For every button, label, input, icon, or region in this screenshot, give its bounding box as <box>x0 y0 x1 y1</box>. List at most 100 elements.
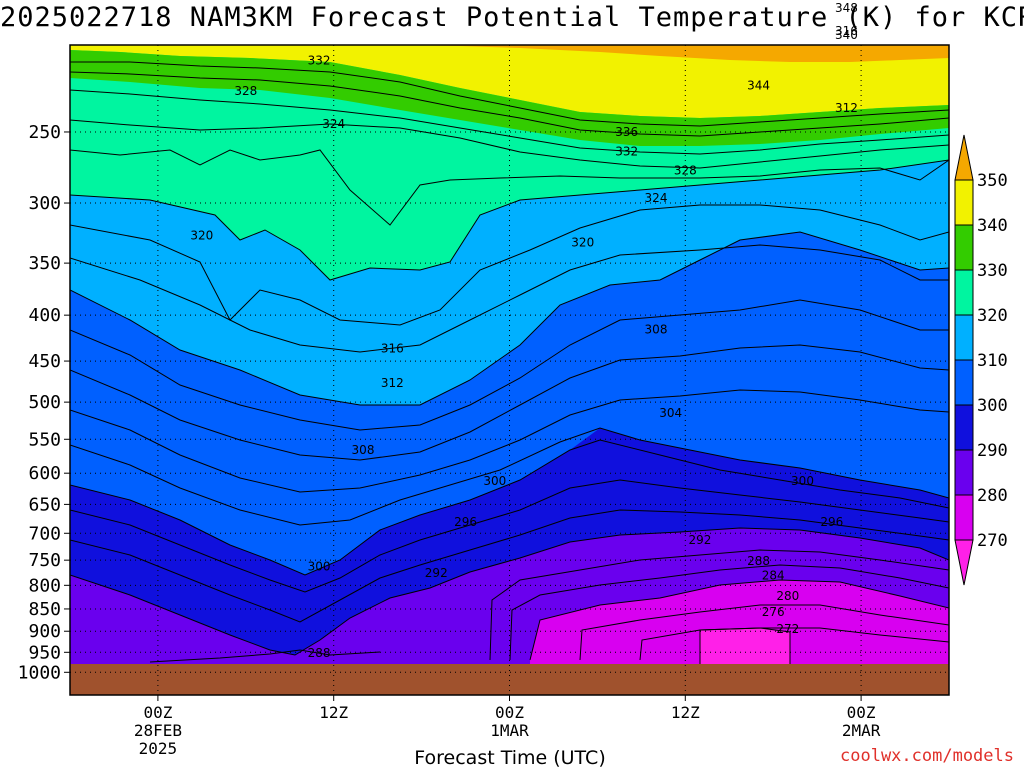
contour-line <box>70 119 949 169</box>
contour-label: 292 <box>425 566 448 580</box>
contour-label: 348 <box>835 1 858 15</box>
ground-terrain <box>70 664 949 695</box>
y-tick-label: 300 <box>28 193 61 214</box>
contour-line <box>70 61 949 127</box>
credit-link[interactable]: coolwx.com/models <box>840 746 1014 766</box>
y-tick-label: 800 <box>28 575 61 596</box>
colorbar-swatch <box>954 134 974 181</box>
y-tick-label: 400 <box>28 305 61 326</box>
contour-label: 308 <box>352 443 375 457</box>
x-tick-label: 00Z <box>495 703 524 722</box>
colorbar-swatch <box>954 269 974 316</box>
contour-label: 316 <box>835 24 858 38</box>
contour-label: 320 <box>190 228 213 242</box>
x-axis-label: Forecast Time (UTC) <box>414 747 605 768</box>
x-tick-label: 2MAR <box>842 721 881 740</box>
y-tick-label: 950 <box>28 642 61 663</box>
contour-line <box>70 344 949 461</box>
contour-label: 292 <box>688 533 711 547</box>
x-tick-label: 00Z <box>847 703 876 722</box>
colorbar-swatch <box>954 179 974 226</box>
contour-line <box>70 244 949 353</box>
contour-line <box>70 527 949 656</box>
y-tick-label: 250 <box>28 122 61 143</box>
contour-line <box>509 564 949 661</box>
band-green <box>70 50 949 146</box>
contour-label: 272 <box>776 622 799 636</box>
contour-label: 300 <box>308 559 331 573</box>
contour-line <box>70 427 949 526</box>
colorbar-label: 270 <box>977 531 1008 551</box>
colorbar-label: 350 <box>977 171 1008 191</box>
contour-line <box>70 439 949 576</box>
contour-line <box>70 509 949 623</box>
colorbar-label: 340 <box>977 216 1008 236</box>
contour-label: 320 <box>571 236 594 250</box>
y-tick-label: 1000 <box>18 662 61 683</box>
colorbar-swatch <box>954 449 974 496</box>
y-tick-label: 750 <box>28 550 61 571</box>
contour-label: 324 <box>322 117 345 131</box>
colorbar-swatch <box>954 404 974 451</box>
x-tick-label: 1MAR <box>490 721 529 740</box>
colorbar-label: 300 <box>977 396 1008 416</box>
colorbar-swatch <box>954 314 974 361</box>
y-tick-label: 350 <box>28 253 61 274</box>
colorbar-label: 310 <box>977 351 1008 371</box>
x-tick-label: 00Z <box>143 703 172 722</box>
contour-label: 300 <box>483 474 506 488</box>
contour-label: 276 <box>762 605 785 619</box>
contour-label: 312 <box>835 101 858 115</box>
x-tick-label: 2025 <box>139 739 178 758</box>
y-tick-label: 600 <box>28 463 61 484</box>
contour-line <box>70 479 949 593</box>
band-yellow <box>70 45 949 118</box>
contour-label: 308 <box>645 323 668 337</box>
contour-line <box>70 149 949 226</box>
contour-label: 300 <box>791 474 814 488</box>
colorbar-swatch <box>954 539 974 586</box>
contour-label: 332 <box>615 145 638 159</box>
contour-label: 324 <box>645 191 668 205</box>
colorbar-label: 320 <box>977 306 1008 326</box>
contour-line <box>70 299 949 431</box>
contour-label: 288 <box>308 646 331 660</box>
contour-line <box>70 89 949 155</box>
x-tick-label: 12Z <box>319 703 348 722</box>
grid-lines <box>70 45 949 695</box>
contour-label: 296 <box>820 515 843 529</box>
y-axis: 2503003504004505005506006507007508008509… <box>18 122 70 683</box>
contour-lines <box>70 61 949 665</box>
x-tick-label: 28FEB <box>134 721 182 740</box>
colorbar-label: 330 <box>977 261 1008 281</box>
contour-label: 340 <box>835 28 858 42</box>
colorbar: 350 340 330 320 310 300 290 280 270 <box>954 134 1008 586</box>
x-tick-label: 12Z <box>671 703 700 722</box>
contour-label: 332 <box>308 53 331 67</box>
contour-label: 296 <box>454 515 477 529</box>
contour-line <box>70 159 949 281</box>
contour-line <box>70 231 949 406</box>
contour-line <box>70 389 949 493</box>
contour-label: 328 <box>234 84 257 98</box>
contour-label: 328 <box>674 164 697 178</box>
chart-title: 2025022718 NAM3KM Forecast Potential Tem… <box>0 2 1024 33</box>
contour-label: 336 <box>615 125 638 139</box>
y-tick-label: 450 <box>28 351 61 372</box>
contour-label: 284 <box>762 568 785 582</box>
contour-line <box>70 71 949 137</box>
y-tick-label: 550 <box>28 429 61 450</box>
band-orange <box>400 45 949 62</box>
contour-label: 316 <box>381 342 404 356</box>
contour-label: 280 <box>776 589 799 603</box>
y-tick-label: 900 <box>28 621 61 642</box>
contour-line <box>699 627 791 665</box>
y-tick-label: 850 <box>28 599 61 620</box>
colorbar-swatch <box>954 224 974 271</box>
colorbar-label: 280 <box>977 486 1008 506</box>
contour-label: 312 <box>381 376 404 390</box>
colorbar-swatch <box>954 494 974 541</box>
y-tick-label: 700 <box>28 523 61 544</box>
